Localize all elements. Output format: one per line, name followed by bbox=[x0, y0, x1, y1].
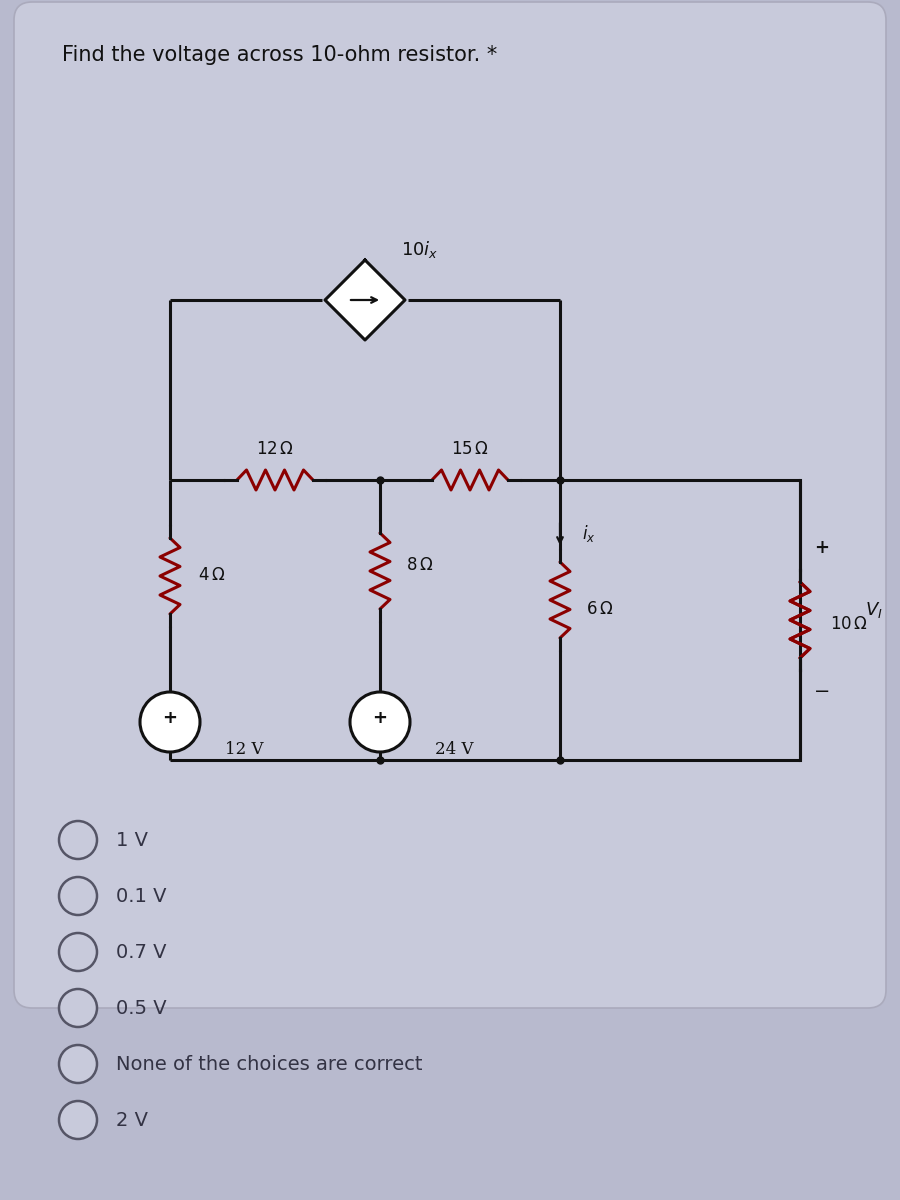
Text: $8\,\Omega$: $8\,\Omega$ bbox=[406, 558, 434, 575]
Circle shape bbox=[59, 1045, 97, 1082]
Circle shape bbox=[350, 692, 410, 752]
Text: 0.5 V: 0.5 V bbox=[116, 998, 166, 1018]
Circle shape bbox=[59, 934, 97, 971]
Text: 0.7 V: 0.7 V bbox=[116, 942, 166, 961]
Text: $10i_x$: $10i_x$ bbox=[401, 240, 438, 260]
Circle shape bbox=[59, 1102, 97, 1139]
Polygon shape bbox=[325, 260, 405, 340]
Text: None of the choices are correct: None of the choices are correct bbox=[116, 1055, 422, 1074]
Circle shape bbox=[140, 692, 200, 752]
Text: $10\,\Omega$: $10\,\Omega$ bbox=[830, 617, 868, 634]
Circle shape bbox=[59, 821, 97, 859]
Text: $V_I$: $V_I$ bbox=[865, 600, 883, 620]
Text: +: + bbox=[373, 709, 388, 727]
Text: +: + bbox=[814, 539, 830, 557]
Text: $6\,\Omega$: $6\,\Omega$ bbox=[586, 601, 614, 618]
Text: 0.1 V: 0.1 V bbox=[116, 887, 166, 906]
Text: $i_x$: $i_x$ bbox=[582, 523, 596, 545]
FancyBboxPatch shape bbox=[14, 2, 886, 1008]
Text: 1 V: 1 V bbox=[116, 830, 148, 850]
Text: Find the voltage across 10-ohm resistor. *: Find the voltage across 10-ohm resistor.… bbox=[62, 44, 497, 65]
Text: 24 V: 24 V bbox=[435, 742, 473, 758]
Circle shape bbox=[59, 989, 97, 1027]
Text: 12 V: 12 V bbox=[225, 742, 264, 758]
Text: $15\,\Omega$: $15\,\Omega$ bbox=[451, 442, 489, 458]
Text: +: + bbox=[163, 709, 177, 727]
Text: 2 V: 2 V bbox=[116, 1110, 148, 1129]
Text: $4\,\Omega$: $4\,\Omega$ bbox=[198, 568, 225, 584]
Text: $12\,\Omega$: $12\,\Omega$ bbox=[256, 442, 294, 458]
Text: −: − bbox=[814, 683, 830, 701]
Circle shape bbox=[59, 877, 97, 914]
